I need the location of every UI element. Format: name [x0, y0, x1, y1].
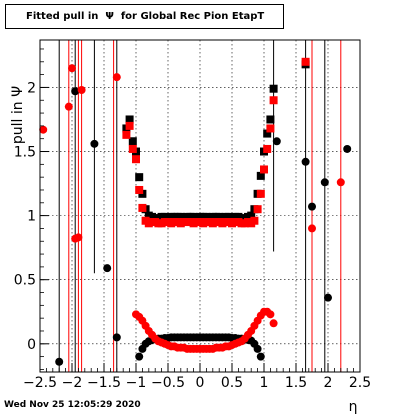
data-point-square: [263, 144, 272, 153]
data-point-circle: [266, 310, 275, 319]
x-tick-label: 0: [196, 375, 205, 391]
y-axis-label: pull in Ψ: [10, 86, 26, 144]
y-tick-label: 0.5: [14, 273, 36, 289]
data-point-square: [135, 173, 144, 182]
data-point-square: [138, 203, 147, 212]
data-markers: [39, 57, 352, 366]
data-point-square: [128, 137, 137, 146]
tick-labels: −2.5 −2 −1.5 −1 −0.5 0 0.5 1 1.5 2 2.5 0 0.5 1 1.5 2: [14, 80, 371, 391]
data-point-square: [125, 115, 134, 124]
data-point-square: [135, 185, 144, 194]
data-point-circle: [68, 64, 76, 73]
data-point-circle: [256, 352, 265, 361]
error-bars: [58, 40, 342, 372]
data-point-square: [301, 57, 310, 66]
x-tick-label: 2: [324, 375, 333, 391]
y-tick-label: 1: [27, 209, 36, 225]
data-point-circle: [135, 352, 144, 361]
x-tick-label: −2.5: [23, 375, 57, 391]
y-tick-label: 0: [27, 337, 36, 353]
data-point-circle: [253, 344, 262, 353]
data-point-circle: [308, 224, 316, 233]
data-point-circle: [336, 178, 345, 187]
data-point-square: [256, 171, 265, 180]
chart-title: Fitted pull in Ψ for Global Rec Pion Eta…: [5, 4, 284, 29]
data-point-circle: [308, 202, 316, 211]
data-point-circle: [320, 178, 329, 187]
data-point-circle: [343, 144, 352, 153]
data-point-circle: [112, 333, 121, 342]
y-tick-label: 2: [27, 80, 36, 96]
data-point-square: [266, 115, 275, 124]
data-point-square: [269, 96, 278, 105]
data-point-circle: [103, 264, 112, 273]
data-point-square: [122, 130, 131, 139]
x-tick-label: −2: [62, 375, 83, 391]
data-point-circle: [112, 73, 121, 82]
axis-ticks: [39, 48, 361, 372]
data-point-circle: [71, 87, 80, 96]
data-point-circle: [324, 293, 332, 302]
data-point-square: [128, 144, 137, 153]
x-tick-label: −0.5: [151, 375, 185, 391]
data-point-circle: [74, 233, 83, 242]
data-point-circle: [64, 102, 73, 111]
data-point-circle: [39, 125, 48, 134]
x-axis-label: η: [349, 399, 358, 414]
data-point-square: [269, 84, 278, 93]
data-point-square: [260, 165, 268, 174]
data-point-square: [125, 121, 134, 130]
x-tick-label: 2.5: [349, 375, 371, 391]
data-point-square: [266, 124, 275, 133]
data-point-square: [132, 155, 140, 164]
data-point-square: [263, 129, 272, 138]
data-point-circle: [55, 357, 64, 366]
timestamp: Wed Nov 25 12:05:29 2020: [4, 400, 141, 410]
data-point-square: [253, 205, 262, 214]
x-tick-label: −1.5: [87, 375, 121, 391]
x-tick-label: 1: [260, 375, 269, 391]
data-point-square: [256, 189, 265, 198]
data-point-circle: [269, 319, 278, 328]
data-point-circle: [301, 157, 310, 166]
data-point-circle: [272, 137, 281, 146]
data-point-square: [247, 211, 256, 220]
x-tick-label: −1: [126, 375, 147, 391]
x-tick-label: 1.5: [285, 375, 307, 391]
data-point-circle: [77, 85, 86, 94]
data-point-square: [250, 216, 259, 225]
x-tick-label: 0.5: [221, 375, 243, 391]
grid: [40, 40, 360, 372]
y-tick-label: 1.5: [14, 145, 36, 161]
data-point-circle: [90, 139, 99, 148]
